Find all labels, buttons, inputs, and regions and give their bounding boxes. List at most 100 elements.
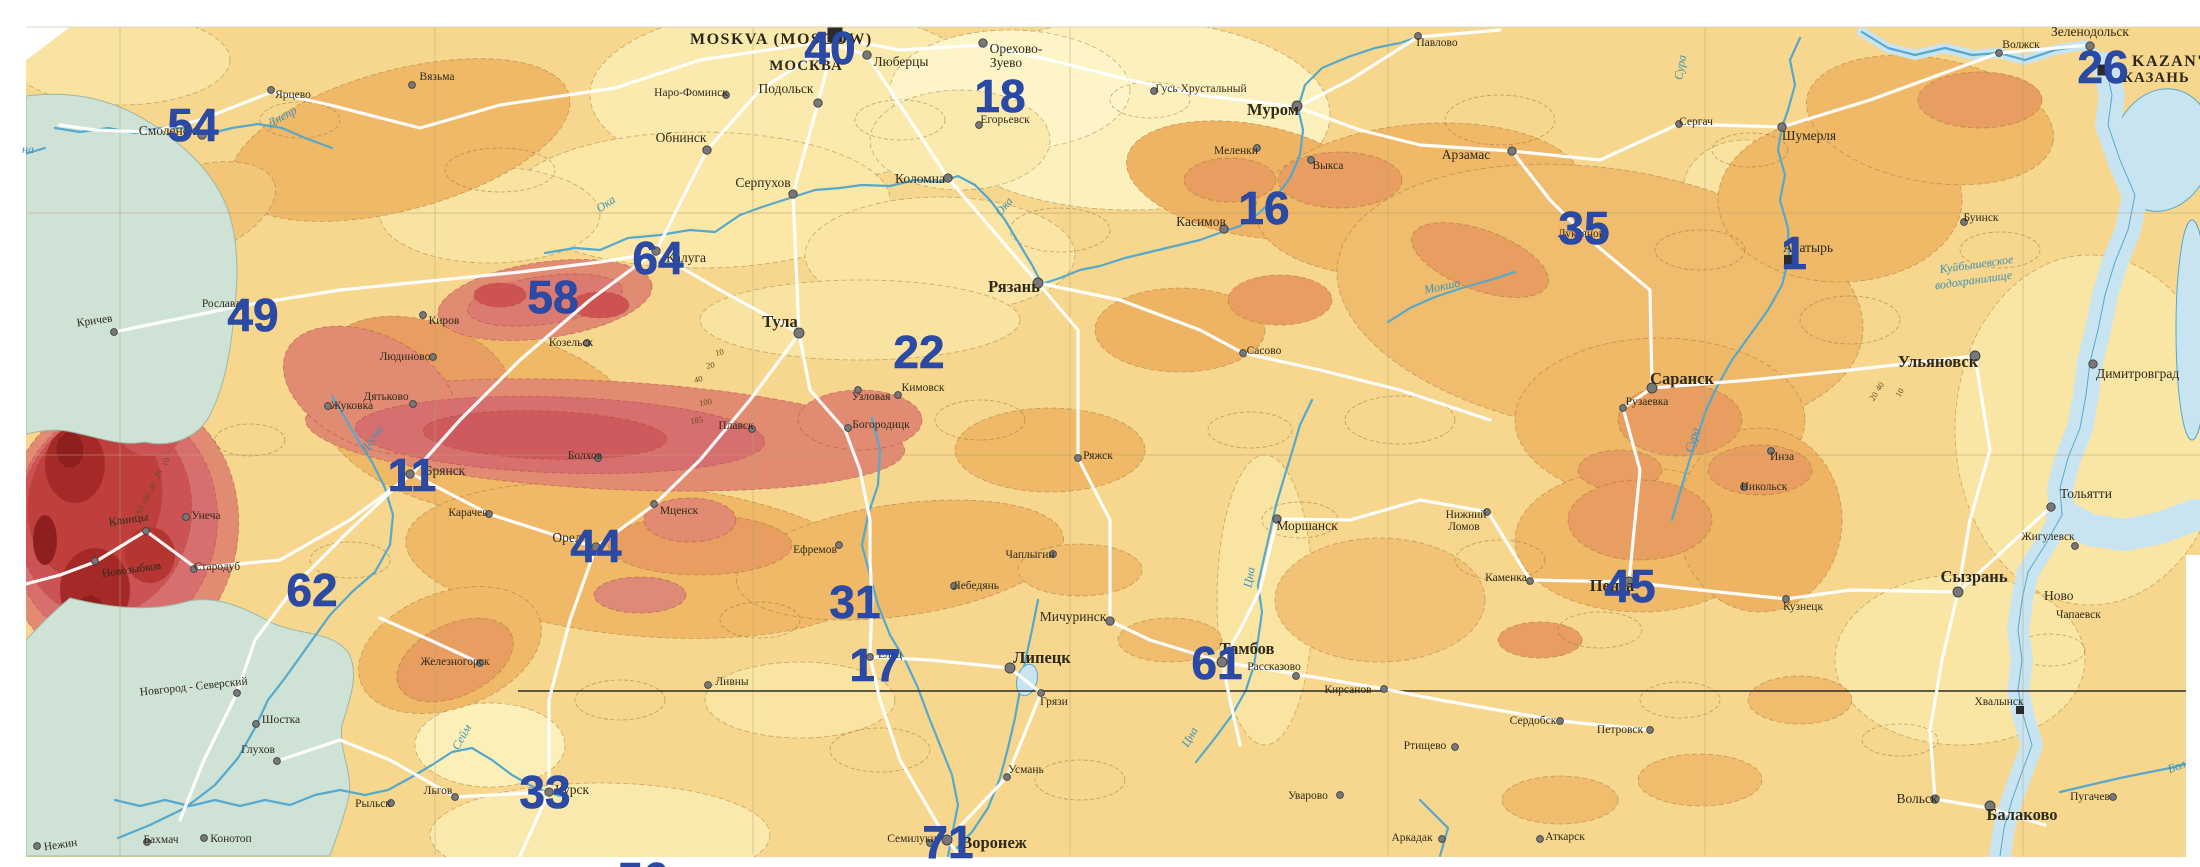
city-label-d09ed180d0b5d0bb: Орел [552, 530, 581, 545]
city-dot-d09ad180d0b8d187d0b5d0b2 [110, 328, 118, 336]
city-label-d09bd183d0bad0bed18fd0bdd0bed0b2: Лукоянов [1558, 228, 1605, 240]
city-dot-d0a3d0bdd0b5d187d0b0 [182, 513, 190, 521]
site-marker-40[interactable]: 40 [804, 22, 856, 75]
city-dot-d09ad183d180d181d0ba [544, 787, 554, 797]
city-label-d09dd0b0d180d0be-d0a4d0bed0bcd0b8d0bdd181d0ba: Наро-Фоминск [654, 87, 728, 99]
city-dot-d090d180d0bad0b0d0b4d0b0d0ba [1438, 835, 1446, 843]
city-dot-d0a1d0b5d180d0b3d0b0d187 [1675, 120, 1683, 128]
city-label-d093d183d181d18c20d0a5d180d183d181d182d0b0d0bbd18cd0bdd18bd0b9: Гусь Хрустальный [1155, 83, 1246, 95]
site-marker-22[interactable]: 22 [893, 326, 945, 379]
city-label-d09bd18cd0b3d0bed0b2: Льгов [424, 785, 453, 797]
city-dot-d09dd0b8d0bad0bed0bbd18cd181d0ba [1740, 483, 1748, 491]
city-square-d09cd09ed0a1d09ad092d090 [827, 27, 843, 43]
site-marker-61[interactable]: 61 [1191, 637, 1243, 690]
city-dot-d091d180d18fd0bdd181d0ba [405, 469, 415, 479]
site-marker-18[interactable]: 18 [974, 70, 1026, 123]
site-number-markers: 40 18 26 54 16 35 1 49 64 58 22 11 44 62 31 17 61 45 33 71 5… [167, 22, 2129, 867]
city-label-d094d18fd182d18cd0bad0bed0b2d0be: Дятьково [363, 391, 409, 403]
site-marker-45[interactable]: 45 [1604, 560, 1656, 613]
city-dot-d09ad0b0d0bbd183d0b3d0b0 [651, 246, 661, 256]
city-dot-d092d18fd0b7d18cd0bcd0b0 [408, 81, 416, 89]
site-marker-26[interactable]: 26 [2077, 41, 2129, 94]
site-marker-17[interactable]: 17 [849, 639, 901, 692]
site-marker-16[interactable]: 16 [1238, 182, 1290, 235]
latin-label: KAZAN' [2132, 53, 2200, 70]
site-marker-62[interactable]: 62 [286, 564, 338, 617]
contour-value-label: 10 [714, 346, 724, 358]
city-label-d0a1d0b0d180d0b0d0bdd181d0ba: Саранск [1650, 369, 1714, 388]
city-dot-d098d0bdd0b7d0b0 [1767, 447, 1775, 455]
site-marker-11[interactable]: 11 [387, 449, 437, 502]
city-dot-d0a3d181d0bcd0b0d0bdd18c [1003, 773, 1011, 781]
city-dot-d09bd0b8d0b2d0bdd18b [704, 681, 712, 689]
city-label-d0a3d181d0bcd0b0d0bdd18c: Усмань [1008, 764, 1044, 776]
site-marker-54[interactable]: 54 [167, 99, 219, 152]
site-marker-1[interactable]: 1 [1781, 227, 1807, 280]
city-dot-d0a3d0bbd18cd18fd0bdd0bed0b2d181d0ba [1969, 350, 1981, 362]
city-dot-d09ad0b0d181d0b8d0bcd0bed0b2 [1219, 224, 1229, 234]
city-label-d0a0d183d0b7d0b0d0b5d0b2d0bad0b0: Рузаевка [1626, 396, 1669, 408]
city-dot-d0a0d18fd0b7d0b0d0bdd18c [1032, 277, 1044, 289]
city-dot-d0a8d0bed181d182d0bad0b0 [252, 720, 260, 728]
city-label-d09fd0bbd0b0d0b2d181d0ba: Плавск [718, 420, 754, 432]
city-label-d09bd18ed0b4d0b8d0bdd0bed0b2d0be: Людиново [380, 351, 431, 363]
city-label-d0a0d18fd0b6d181d0ba: Ряжск [1083, 450, 1113, 462]
city-dot-d0a3d0b7d0bbd0bed0b2d0b0d18f [854, 386, 862, 394]
city-dot-d09bd183d0bad0bed18fd0bdd0bed0b2 [1600, 232, 1608, 240]
city-dot-d096d183d0bad0bed0b2d0bad0b0 [324, 402, 332, 410]
site-marker-49[interactable]: 49 [227, 289, 279, 342]
city-label-d0a1d0b5d180d0b3d0b0d187: Сергач [1679, 116, 1713, 128]
city-label-d0a7d0b0d0bfd0b0d0b5d0b2d181d0ba: Чапаевск [2056, 609, 2101, 621]
site-marker-31[interactable]: 31 [829, 576, 881, 629]
city-dot-d09cd0bed180d188d0b0d0bdd181d0ba [1272, 514, 1282, 524]
city-label-d090d182d0bad0b0d180d181d0ba: Аткарск [1545, 831, 1585, 843]
city-dot-d095d0b3d0bed180d18cd0b5d0b2d181d0ba [975, 121, 983, 129]
city-dot-d0a8d183d0bcd0b5d180d0bbd18f [1777, 122, 1787, 132]
city-label-d09ad0b0d180d0b0d187d0b5d0b2: Карачев [448, 507, 488, 519]
city-dot-d090d180d0b7d0b0d0bcd0b0d181 [1507, 146, 1517, 156]
site-marker-33[interactable]: 33 [519, 766, 571, 819]
site-marker-71[interactable]: 71 [922, 816, 974, 867]
city-label-d0a0d18bd0bbd18cd181d0ba: Рыльск [355, 798, 391, 810]
contour-value-label: 100 [139, 491, 153, 507]
city-dot-d0a1d0b5d180d0bfd183d185d0bed0b2 [788, 189, 798, 199]
site-marker-44[interactable]: 44 [570, 520, 622, 573]
city-dot-d092d0bed180d0bed0bdd0b5d0b6 [941, 834, 953, 846]
city-label-d0a0d182d0b8d189d0b5d0b2d0be: Ртищево [1404, 740, 1447, 752]
city-dot-d0a3d0b2d0b0d180d0bed0b2d0be [1336, 791, 1344, 799]
city-label-d0a1d0b5d180d0bfd183d185d0bed0b2: Серпухов [735, 175, 790, 190]
city-dot-d091d0bed0b3d0bed180d0bed0b4d0b8d186d0ba [844, 424, 852, 432]
river-label: Бол [2165, 756, 2188, 776]
city-dot-d0a1d0b5d180d0b4d0bed0b1d181d0ba [1556, 717, 1564, 725]
contour-value-label: 20 [152, 468, 164, 480]
city-dot-d092d0bed0bbd0b6d181d0ba [1995, 49, 2003, 57]
city-dot-d09ed180d0b5d0bb [591, 542, 601, 552]
contour-value-label: 10 [159, 456, 171, 468]
city-label-d091d0bed0bbd185d0bed0b2: Болхов [568, 450, 603, 462]
city-label-d098d0bdd0b7d0b0: Инза [1770, 451, 1794, 463]
city-dot-d090d182d0bad0b0d180d181d0ba [1536, 835, 1544, 843]
territory-outside-lower [25, 597, 355, 857]
site-marker-58[interactable]: 58 [527, 271, 579, 324]
city-dot-d094d0b8d0bcd0b8d182d180d0bed0b2d0b3d180d0b0d0b4 [2088, 359, 2098, 369]
city-label-d09ed0b1d0bdd0b8d0bdd181d0ba: Обнинск [656, 130, 707, 145]
site-marker-64[interactable]: 64 [632, 232, 684, 285]
city-label-d0a3d0bdd0b5d187d0b0: Унеча [192, 510, 221, 522]
city-dot-d0a0d0b0d181d181d0bad0b0d0b7d0bed0b2d0be [1292, 672, 1300, 680]
contour-value-label: 185 [132, 504, 146, 520]
city-label-d0a3d0b2d0b0d180d0bed0b2d0be: Уварово [1288, 790, 1328, 802]
city-dot-d09fd0bed0b4d0bed0bbd18cd181d0ba [813, 98, 823, 108]
city-label-d0a2d0bed0bbd18cd18fd182d182d0b8: Тольятти [2060, 486, 2112, 501]
city-dot-d091d0b0d185d0bcd0b0d187 [143, 838, 151, 846]
site-marker-35[interactable]: 35 [1558, 202, 1610, 255]
water-layer [10, 27, 2200, 867]
city-label-d091d0b0d185d0bcd0b0d187: Бахмач [143, 834, 178, 846]
site-marker-56[interactable]: 56 [617, 853, 669, 867]
city-label-d09bd0b8d0b2d0bdd18b: Ливны [715, 676, 749, 688]
city-label-d0a5d0b2d0b0d0bbd18bd0bdd181d0ba: Хвалынск [1974, 696, 2024, 708]
contour-value-label: 40 [146, 480, 158, 492]
city-dot-d09bd18ed0b1d0b5d180d186d18b [862, 50, 872, 60]
